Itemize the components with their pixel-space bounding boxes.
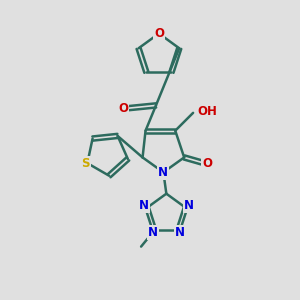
- Text: N: N: [175, 226, 185, 239]
- Text: OH: OH: [198, 105, 218, 118]
- Text: S: S: [82, 157, 90, 170]
- Text: N: N: [158, 167, 168, 179]
- Text: O: O: [154, 27, 164, 40]
- Text: O: O: [202, 157, 212, 170]
- Text: N: N: [148, 226, 158, 239]
- Text: O: O: [118, 102, 128, 115]
- Text: N: N: [139, 199, 148, 212]
- Text: N: N: [184, 199, 194, 212]
